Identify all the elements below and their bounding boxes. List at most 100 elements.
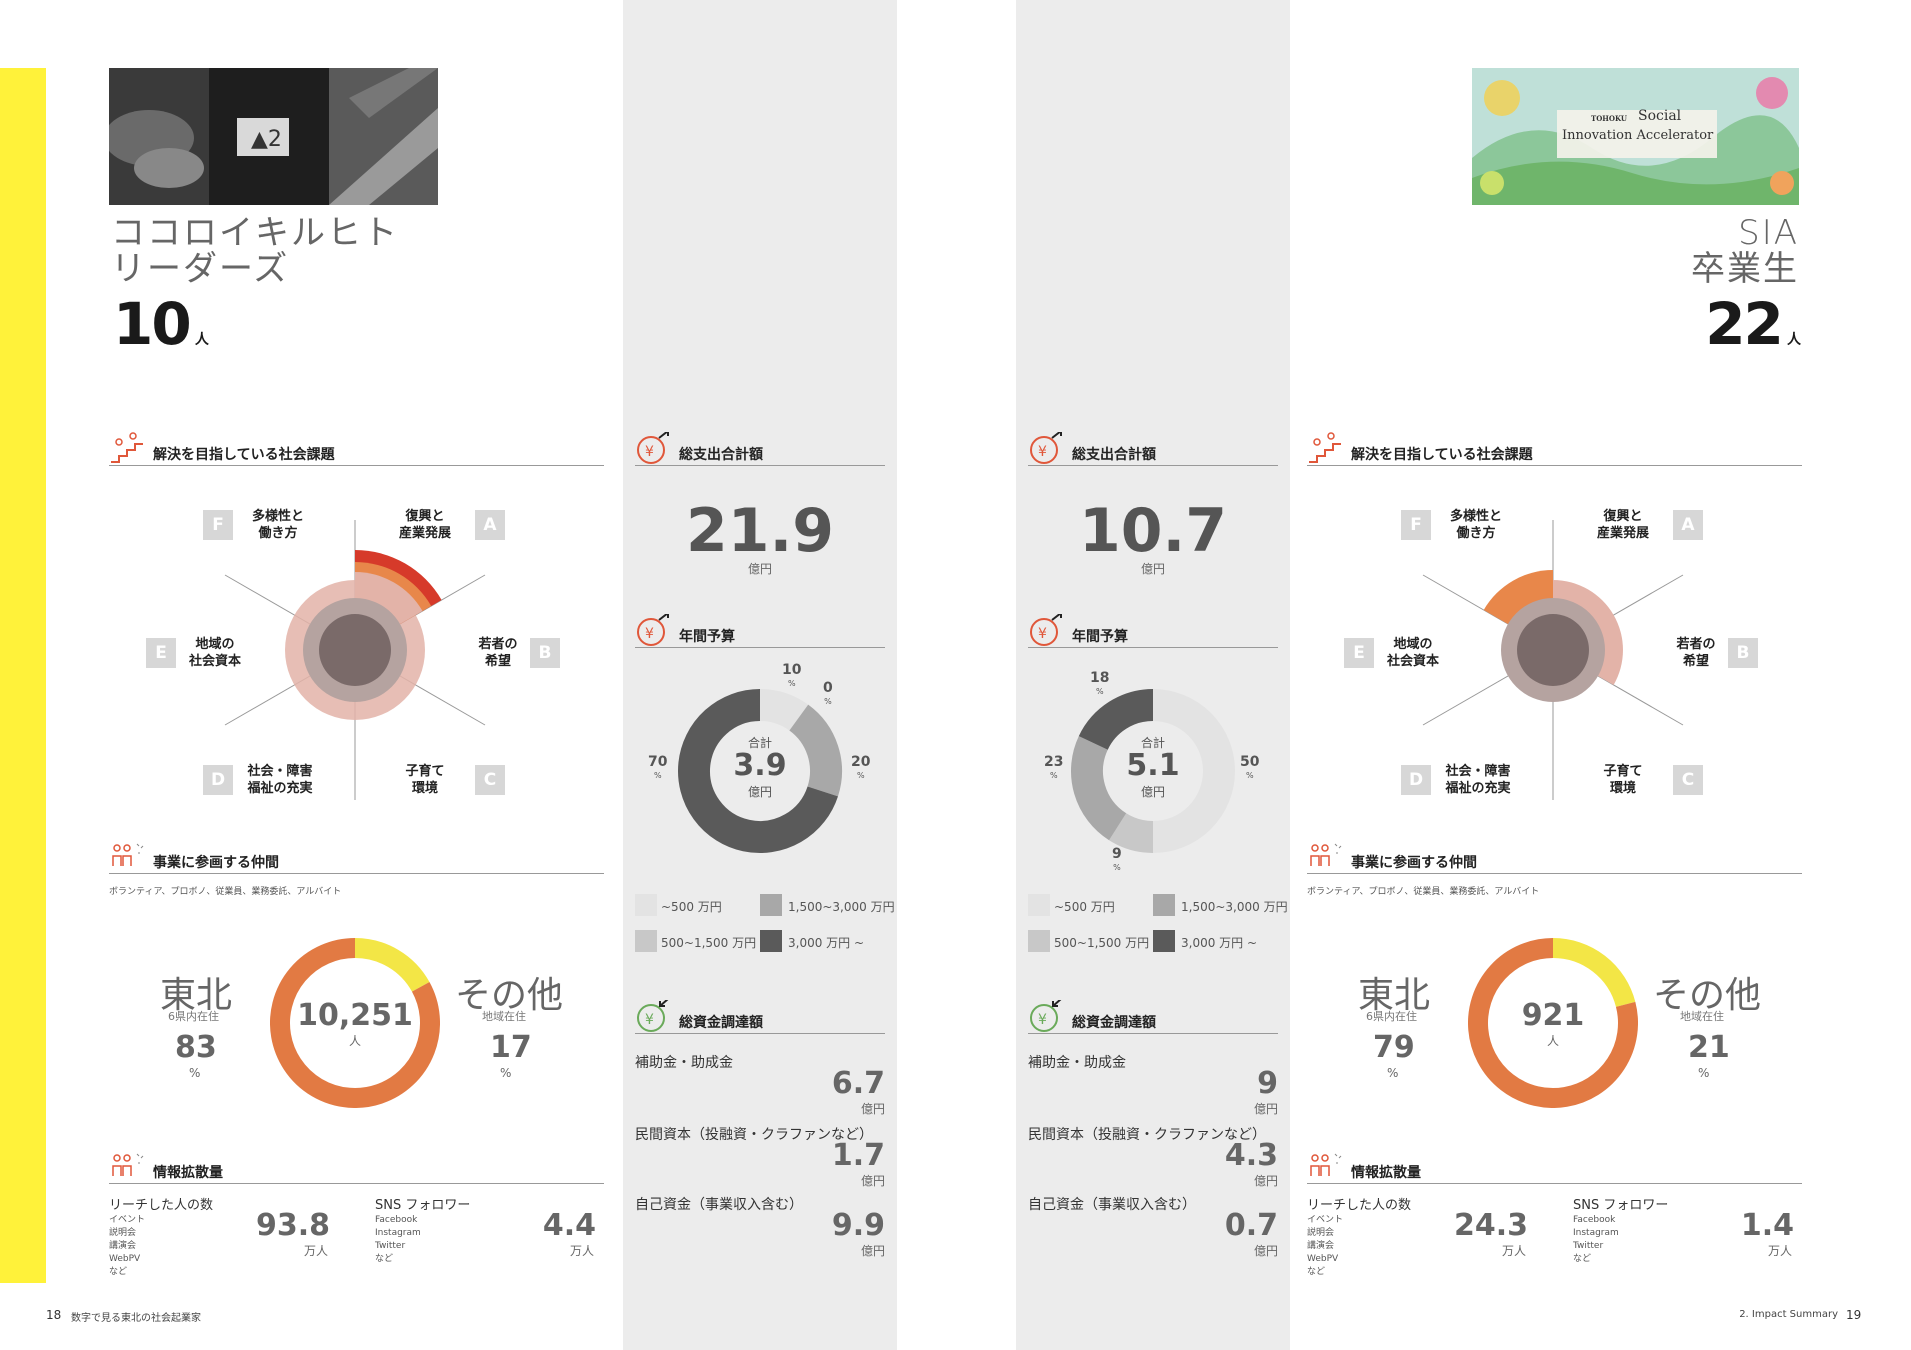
members-sub-right: ボランティア、プロボノ、従業員、業務委託、アルバイト [1307, 887, 1540, 897]
budget-pct-20-col1: 20% [851, 754, 871, 780]
reach-label-left: リーチした人の数 [109, 1198, 214, 1213]
budget-pct-23-col2: 23% [1044, 754, 1064, 780]
total-title-col2: 総支出合計額 [1072, 447, 1156, 463]
yen-up-icon: ¥ [637, 614, 669, 646]
budget-center-unit-col2: 億円 [1140, 785, 1165, 799]
legend-swatch-1-col1 [635, 894, 657, 916]
gray-column-2 [1016, 0, 1290, 1350]
reach-value-right: 24.3 [1453, 1208, 1528, 1243]
budget-center-unit-col1: 億円 [747, 785, 772, 799]
yen-up-icon: ¥ [637, 432, 669, 464]
donut-segment [1552, 938, 1636, 1008]
funding-header-col1: ¥ 総資金調達額 [635, 1000, 885, 1034]
sia-banner-image [1472, 68, 1799, 205]
radar-label-d-left: 社会・障害 福祉の充実 [247, 764, 313, 796]
people-group-icon [112, 1153, 144, 1176]
budget-pct-18-col2: 18% [1090, 670, 1110, 696]
svg-text:¥: ¥ [645, 444, 654, 460]
info-header-right: 情報拡散量 [1307, 1150, 1802, 1184]
budget-donut-col2 [1071, 689, 1235, 853]
banner-line2: Innovation Accelerator [1562, 128, 1714, 143]
radar-letter-e-right: E [1344, 638, 1374, 668]
tohoku-sub-right: 6県内在住 [1366, 1010, 1417, 1023]
yellow-side-bar [0, 68, 46, 1283]
fund3-value-col1: 9.9 [831, 1208, 885, 1243]
legend-label-1-col1: ~500 万円 [661, 900, 722, 914]
other-label-right: その他 [1653, 975, 1762, 1016]
budget-title-col2: 年間予算 [1072, 629, 1128, 645]
radar-letter-a-left: A [475, 510, 505, 540]
fund1-value-col2: 9 [1257, 1066, 1278, 1101]
budget-center-value-col2: 5.1 [1126, 748, 1180, 783]
radar-letter-e-left: E [146, 638, 176, 668]
other-pct-left: 17 [490, 1030, 532, 1065]
legend-label-4-col2: 3,000 万円 ~ [1181, 936, 1258, 950]
tohoku-pct-right: 79 [1373, 1030, 1415, 1065]
banner-line1: Social [1638, 108, 1682, 124]
members-donut-left [270, 938, 440, 1108]
fund3-label-col1: 自己資金（事業収入含む） [635, 1197, 803, 1213]
sia-count-block: 22 人 [1600, 290, 1801, 358]
reach-unit-right: 万人 [1501, 1244, 1526, 1258]
radar-label-a-right: 復興と 産業発展 [1596, 509, 1649, 541]
legend-swatch-2-col2 [1028, 930, 1050, 952]
tohoku-pct-left: 83 [175, 1030, 217, 1065]
people-group-icon [1310, 843, 1342, 866]
members-center-num-right: 921 [1521, 998, 1585, 1033]
radar-label-a-left: 復興と 産業発展 [398, 509, 451, 541]
reach-label-right: リーチした人の数 [1307, 1198, 1412, 1213]
budget-pct-9-col2: 9% [1112, 846, 1122, 872]
budget-pct-70-col1: 70% [648, 754, 668, 780]
legend-swatch-4-col1 [760, 930, 782, 952]
total-unit-col2: 億円 [1140, 562, 1165, 576]
radar-letter-f-right: F [1401, 510, 1431, 540]
sns-value-right: 1.4 [1740, 1208, 1794, 1243]
fund3-value-col2: 0.7 [1224, 1208, 1278, 1243]
pct-sign-left-1: % [189, 1066, 201, 1080]
people-group-icon [112, 843, 144, 866]
other-pct-right: 21 [1688, 1030, 1730, 1065]
leaders-count-block: 10 人 [113, 290, 209, 358]
donut-segment [1152, 689, 1235, 853]
issues-title-right: 解決を目指している社会課題 [1351, 447, 1533, 463]
page-number-left: 18 [46, 1308, 62, 1322]
budget-header-col2: ¥ 年間予算 [1028, 614, 1278, 648]
tohoku-sub-left: 6県内在住 [168, 1010, 219, 1023]
sns-unit-right: 万人 [1767, 1244, 1792, 1258]
donut-segment [1109, 812, 1154, 853]
other-sub-left: 地域在住 [482, 1010, 526, 1023]
sns-label-left: SNS フォロワー [375, 1198, 471, 1213]
svg-text:▲2: ▲2 [251, 127, 282, 152]
yen-up-icon: ¥ [1030, 432, 1062, 464]
donut-segment [270, 938, 440, 1108]
yen-up-icon: ¥ [1030, 614, 1062, 646]
info-title-right: 情報拡散量 [1351, 1165, 1421, 1181]
legend-swatch-2-col1 [635, 930, 657, 952]
tohoku-label-right: 東北 [1358, 975, 1431, 1016]
budget-pct-0-col1: 0% [823, 680, 833, 706]
sia-name-line2: 卒業生 [1691, 249, 1799, 289]
budget-center-value-col1: 3.9 [733, 748, 787, 783]
members-center-unit-right: 人 [1546, 1034, 1559, 1048]
svg-text:¥: ¥ [1038, 1012, 1047, 1028]
members-center-num-left: 10,251 [297, 998, 413, 1033]
reach-items-left: イベント 説明会 講演会 WebPV など [109, 1215, 146, 1277]
stairs-people-icon [111, 432, 143, 463]
members-header-right: 事業に参画する仲間 [1307, 840, 1802, 874]
sns-items-right: Facebook Instagram Twitter など [1573, 1215, 1619, 1264]
pct-sign-right-1: % [1387, 1066, 1399, 1080]
fund2-value-col1: 1.7 [831, 1138, 885, 1173]
sia-count: 22 [1705, 290, 1784, 358]
legend-label-3-col2: 1,500~3,000 万円 [1181, 900, 1288, 914]
donut-segment [354, 938, 430, 993]
sia-banner [1472, 68, 1799, 205]
total-header-col1: ¥ 総支出合計額 [635, 432, 885, 466]
legend-swatch-3-col1 [760, 894, 782, 916]
total-unit-col1: 億円 [747, 562, 772, 576]
radar-label-e-left: 地域の 社会資本 [188, 637, 241, 669]
fund2-label-col1: 民間資本（投融資・クラファンなど） [635, 1127, 873, 1143]
radar-label-f-left: 多様性と 働き方 [251, 509, 304, 541]
fund2-unit-col1: 億円 [860, 1174, 885, 1188]
tohoku-label-left: 東北 [160, 975, 233, 1016]
donut-segment [1468, 938, 1638, 1108]
